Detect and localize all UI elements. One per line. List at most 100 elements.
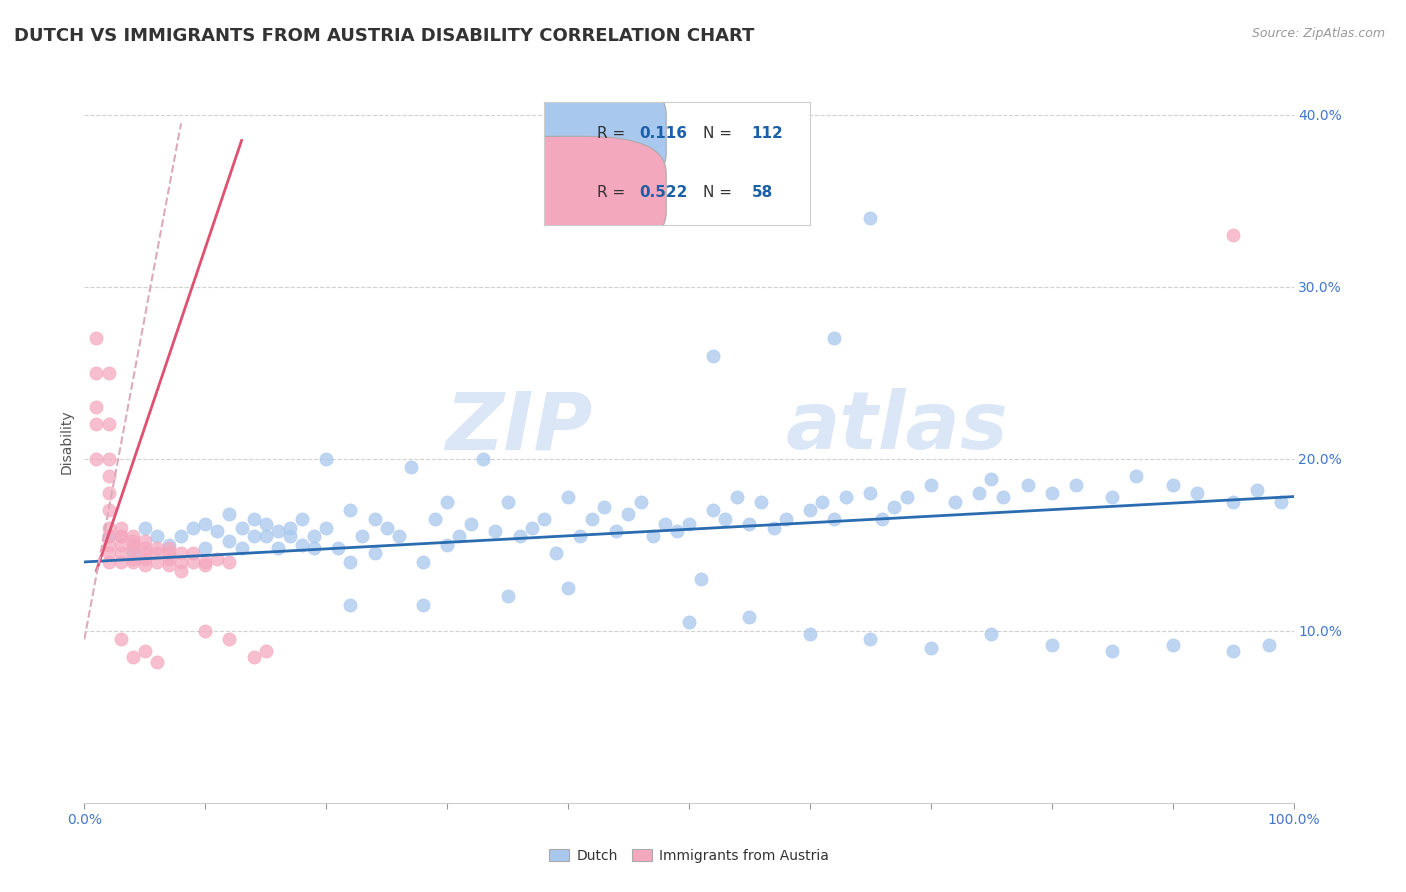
Point [97,417,120,432]
Point [1064,477,1087,491]
Point [980,627,1002,641]
Point [97,529,120,543]
Point [254,529,277,543]
Point [97,555,120,569]
Point [110,555,132,569]
Point [302,529,325,543]
Text: atlas: atlas [786,388,1008,467]
Point [412,598,434,612]
Point [207,551,229,566]
Point [110,546,132,560]
Point [823,331,845,345]
Point [1185,486,1208,500]
Point [593,500,616,514]
Point [157,541,180,556]
Point [291,538,314,552]
Point [339,555,361,569]
Point [86,417,108,432]
Point [1101,644,1123,658]
Point [97,366,120,380]
Point [412,555,434,569]
Point [134,558,156,573]
Point [194,541,217,556]
Point [121,649,143,664]
Point [896,490,918,504]
Point [157,546,180,560]
Point [110,632,132,647]
Point [678,615,700,630]
Point [1040,486,1063,500]
Point [872,512,894,526]
Point [170,555,193,569]
Point [799,503,821,517]
Point [496,494,519,508]
Point [1101,490,1123,504]
Point [267,541,290,556]
Point [121,546,143,560]
Point [181,546,204,560]
Point [97,529,120,543]
Point [484,524,506,538]
Point [157,558,180,573]
Point [242,649,264,664]
Point [121,555,143,569]
Point [181,520,204,534]
Point [134,541,156,556]
Point [823,512,845,526]
Point [665,524,688,538]
Point [157,551,180,566]
Point [170,546,193,560]
Point [194,555,217,569]
Point [678,517,700,532]
Point [799,627,821,641]
Point [328,541,350,556]
Point [980,472,1002,486]
Point [267,524,290,538]
Point [181,555,204,569]
Point [110,538,132,552]
Point [775,512,797,526]
Point [170,529,193,543]
Point [1222,644,1244,658]
Point [509,529,531,543]
Point [859,632,882,647]
Point [110,529,132,543]
Point [254,644,277,658]
Point [134,644,156,658]
Point [242,529,264,543]
Point [97,451,120,466]
Point [762,520,785,534]
Point [859,486,882,500]
Point [86,451,108,466]
Point [86,400,108,414]
Point [302,541,325,556]
Point [97,486,120,500]
Point [121,551,143,566]
Point [121,541,143,556]
Point [315,451,337,466]
Point [218,555,240,569]
Point [97,546,120,560]
Point [654,517,676,532]
Point [121,529,143,543]
Point [1161,477,1184,491]
Point [157,538,180,552]
Point [641,529,664,543]
Point [97,520,120,534]
Point [436,494,458,508]
Point [121,538,143,552]
Point [738,517,761,532]
Point [520,520,543,534]
Point [943,494,966,508]
Text: Source: ZipAtlas.com: Source: ZipAtlas.com [1251,27,1385,40]
Point [557,490,579,504]
Point [811,494,834,508]
Point [134,546,156,560]
Text: ZIP: ZIP [444,388,592,467]
Point [363,512,385,526]
Point [1222,494,1244,508]
Point [569,529,592,543]
Point [339,503,361,517]
Point [339,598,361,612]
Point [97,503,120,517]
